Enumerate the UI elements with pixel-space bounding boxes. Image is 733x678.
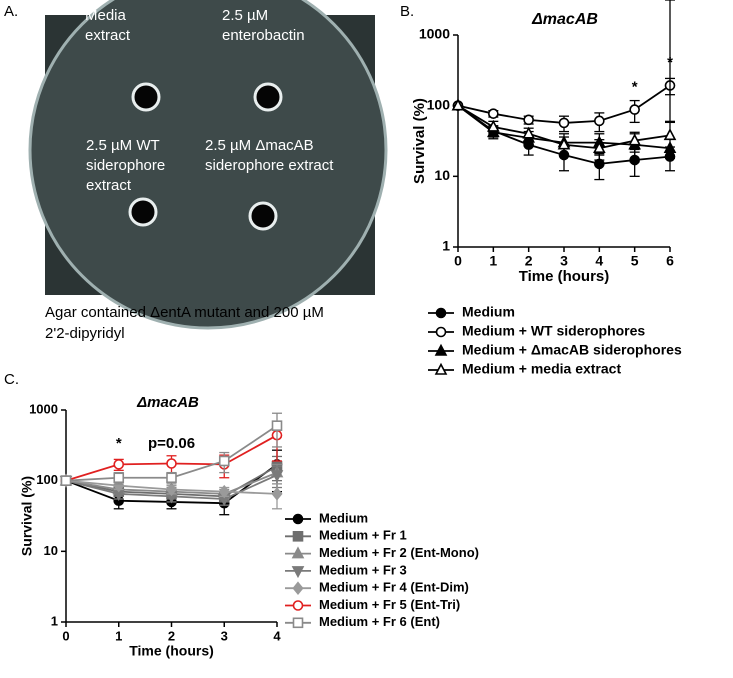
well-label: extract [85, 27, 131, 44]
well [128, 197, 158, 227]
caption: Agar contained ΔentA mutant and 200 µM [45, 304, 324, 321]
legend-label: Medium [462, 304, 515, 320]
x-tick-label: 1 [489, 253, 497, 269]
marker [488, 108, 499, 119]
legend-marker [435, 307, 447, 319]
well [253, 82, 283, 112]
wells [128, 82, 283, 231]
well-label: 2.5 µM ΔmacAB [205, 137, 314, 154]
legend-marker [434, 343, 448, 356]
y-tick-label: 10 [434, 167, 450, 183]
panel-label: B. [400, 3, 414, 20]
x-tick-label: 5 [631, 253, 639, 269]
legend-label: Medium + Fr 4 (Ent-Dim) [319, 580, 469, 595]
well-label: siderophore [86, 157, 165, 174]
panel-label: C. [4, 371, 19, 388]
legend-marker [435, 326, 447, 338]
marker [487, 119, 500, 132]
y-tick-label: 10 [44, 543, 58, 558]
marker [558, 117, 570, 129]
well-label: Media [85, 7, 127, 24]
marker [451, 98, 465, 111]
well [248, 201, 278, 231]
y-tick-label: 1000 [29, 401, 58, 416]
legend-label: Medium + WT siderophores [462, 323, 645, 339]
legend-label: Medium + Fr 6 (Ent) [319, 614, 440, 629]
legend-label: Medium + ΔmacAB siderophores [462, 342, 682, 358]
y-tick-label: 1 [51, 613, 58, 628]
x-tick-label: 2 [168, 628, 175, 643]
marker [594, 158, 605, 170]
x-tick-label: 1 [115, 628, 122, 643]
legend-marker [292, 581, 304, 595]
well-label: 2.5 µM [222, 7, 268, 24]
annotation: * [632, 79, 638, 96]
panel-label: A. [4, 3, 18, 20]
legend-marker [434, 362, 448, 375]
x-tick-label: 4 [273, 628, 281, 643]
legend-label: Medium [319, 510, 368, 525]
x-tick-label: 0 [454, 253, 462, 269]
x-tick-label: 3 [560, 253, 568, 269]
annotation: p=0.06 [148, 435, 195, 452]
marker [218, 484, 230, 499]
marker [663, 128, 677, 141]
y-axis-label: Survival (%) [411, 98, 428, 184]
well-label: 2.5 µM WT [86, 137, 160, 154]
agar-plate [28, 0, 388, 330]
x-tick-label: 6 [666, 253, 674, 269]
x-axis-label: Time (hours) [129, 643, 214, 659]
x-tick-label: 0 [62, 628, 69, 643]
marker [113, 472, 125, 484]
legend-marker [292, 617, 304, 629]
marker [166, 472, 177, 484]
marker [629, 104, 640, 115]
annotation: * [667, 54, 673, 71]
x-tick-label: 4 [595, 253, 603, 269]
legend-marker [291, 566, 305, 579]
y-tick-label: 1 [442, 238, 450, 254]
well-label: extract [86, 177, 132, 194]
panel-a: A. [4, 0, 388, 330]
caption: 2'2-dipyridyl [45, 325, 125, 342]
legend-marker [291, 546, 305, 559]
legend-label: Medium + Fr 3 [319, 562, 407, 577]
legend-label: Medium + Fr 5 (Ent-Tri) [319, 597, 460, 612]
well [131, 82, 161, 112]
marker [271, 487, 283, 501]
marker [557, 137, 571, 150]
y-tick-label: 100 [36, 472, 58, 487]
well-label: siderophore extract [205, 157, 334, 174]
legend-marker [292, 513, 304, 525]
marker [165, 482, 178, 497]
legend-label: Medium + Fr 2 (Ent-Mono) [319, 545, 479, 560]
annotation: * [116, 435, 122, 452]
x-axis-label: Time (hours) [519, 268, 610, 285]
x-tick-label: 2 [525, 253, 533, 269]
x-tick-label: 3 [221, 628, 228, 643]
marker [593, 140, 606, 154]
legend-label: Medium + Fr 1 [319, 528, 407, 543]
marker [522, 126, 535, 139]
marker [166, 458, 177, 469]
marker [60, 475, 72, 486]
y-tick-label: 100 [427, 96, 451, 112]
marker [594, 115, 605, 127]
marker [113, 459, 125, 470]
y-tick-label: 1000 [419, 26, 450, 42]
marker [523, 114, 534, 126]
well-label: enterobactin [222, 27, 305, 44]
marker [271, 420, 283, 431]
legend-marker [292, 530, 304, 542]
legend-marker [292, 600, 304, 611]
chart-title: ΔmacAB [136, 394, 199, 411]
legend-label: Medium + media extract [462, 361, 621, 377]
marker [218, 455, 230, 467]
marker [270, 470, 284, 483]
marker [628, 133, 641, 146]
chart-title: ΔmacAB [531, 11, 598, 28]
y-axis-label: Survival (%) [19, 476, 35, 556]
